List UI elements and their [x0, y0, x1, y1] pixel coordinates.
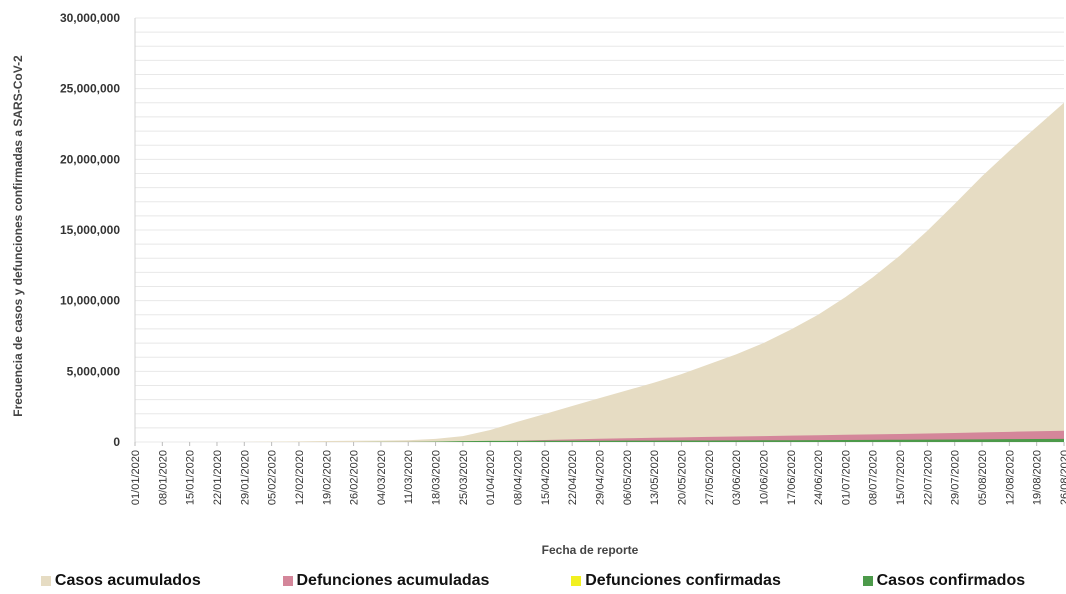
x-tick-label: 19/08/2020	[1032, 450, 1044, 505]
x-tick-label: 15/04/2020	[540, 450, 552, 505]
y-tick-label: 5,000,000	[67, 364, 121, 378]
legend-item: Casos acumulados	[40, 572, 201, 590]
x-axis-label: Fecha de reporte	[542, 543, 639, 557]
series-areas	[135, 102, 1064, 443]
x-tick-label: 08/07/2020	[868, 450, 880, 505]
y-axis-label: Frecuencia de casos y defunciones confir…	[11, 55, 25, 417]
legend-item: Defunciones acumuladas	[282, 572, 490, 590]
x-tick-label: 15/07/2020	[895, 450, 907, 505]
legend-swatch	[571, 576, 582, 586]
x-tick-label: 01/01/2020	[130, 450, 142, 505]
y-tick-label: 15,000,000	[60, 223, 120, 237]
chart-area: 0 5,000,000 10,000,000 15,000,000 20,000,000…	[11, 11, 1066, 557]
x-tick-label: 05/08/2020	[977, 450, 989, 505]
x-tick-label: 29/07/2020	[950, 450, 962, 505]
x-tick-label: 13/05/2020	[649, 450, 661, 505]
x-axis: 01/01/2020 08/01/2020 15/01/2020 22/01/2020…	[130, 442, 1066, 505]
x-tick-label: 24/06/2020	[813, 450, 825, 505]
x-tick-label: 01/07/2020	[840, 450, 852, 505]
series-area-0	[135, 102, 1064, 443]
x-tick-label: 22/07/2020	[922, 450, 934, 505]
y-axis: 0 5,000,000 10,000,000 15,000,000 20,000,000…	[60, 11, 120, 449]
x-tick-label: 26/08/2020	[1059, 450, 1066, 505]
x-tick-label: 11/03/2020	[403, 450, 415, 504]
x-tick-label: 29/04/2020	[595, 450, 607, 505]
legend-swatch	[862, 576, 873, 586]
x-tick-label: 01/04/2020	[485, 450, 497, 505]
series-area-3	[135, 438, 1064, 442]
x-tick-label: 05/02/2020	[267, 450, 279, 505]
legend-swatch	[40, 576, 51, 586]
x-tick-label: 04/03/2020	[376, 450, 388, 505]
x-tick-label: 29/01/2020	[239, 450, 251, 505]
legend-label: Casos acumulados	[54, 572, 201, 589]
x-tick-label: 26/02/2020	[349, 450, 361, 505]
x-tick-label: 22/01/2020	[212, 450, 224, 505]
x-tick-label: 12/08/2020	[1004, 450, 1016, 505]
x-tick-label: 03/06/2020	[731, 450, 743, 505]
x-tick-label: 06/05/2020	[622, 450, 634, 505]
legend-item: Casos confirmados	[862, 572, 1026, 590]
x-tick-label: 17/06/2020	[786, 450, 798, 505]
y-tick-label: 0	[113, 435, 120, 449]
x-tick-label: 12/02/2020	[294, 450, 306, 505]
x-tick-label: 15/01/2020	[185, 450, 197, 505]
y-tick-label: 10,000,000	[60, 294, 120, 308]
x-tick-label: 19/02/2020	[321, 450, 333, 505]
legend-label: Defunciones confirmadas	[585, 572, 781, 589]
x-tick-label: 25/03/2020	[458, 450, 470, 505]
legend-label: Defunciones acumuladas	[296, 572, 490, 589]
y-tick-label: 25,000,000	[60, 82, 120, 96]
legend: Casos acumulados Defunciones acumuladas De…	[0, 568, 1066, 594]
x-tick-label: 20/05/2020	[676, 450, 688, 505]
x-tick-label: 27/05/2020	[704, 450, 716, 505]
y-tick-label: 30,000,000	[60, 11, 120, 25]
series-area-1	[135, 430, 1064, 442]
legend-swatch	[282, 576, 293, 586]
x-tick-label: 10/06/2020	[758, 450, 770, 505]
legend-item: Defunciones confirmadas	[571, 572, 781, 590]
y-tick-label: 20,000,000	[60, 152, 120, 166]
x-tick-label: 18/03/2020	[431, 450, 443, 505]
x-tick-label: 08/01/2020	[157, 450, 169, 505]
x-tick-label: 22/04/2020	[567, 450, 579, 505]
x-tick-label: 08/04/2020	[513, 450, 525, 505]
legend-label: Casos confirmados	[876, 572, 1026, 589]
